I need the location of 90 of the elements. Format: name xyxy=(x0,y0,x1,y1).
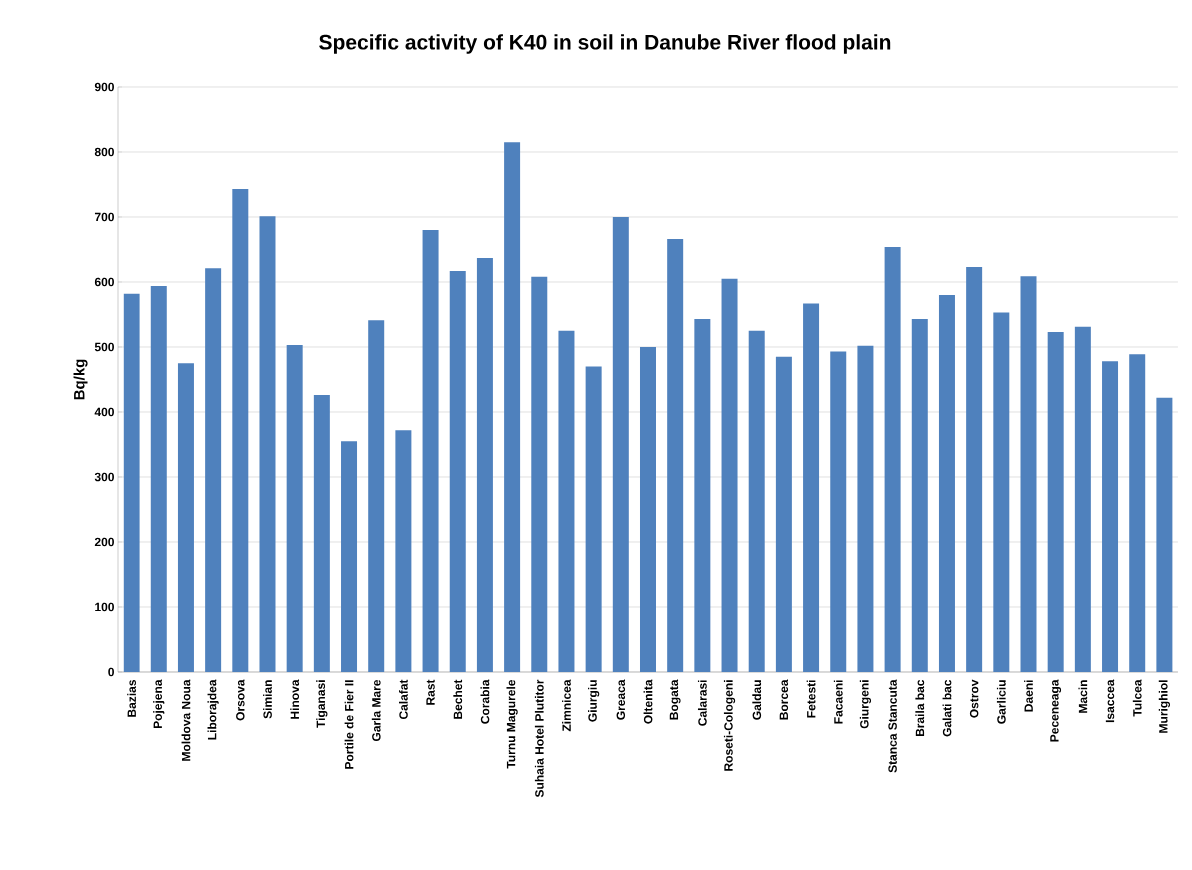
y-axis-title: Bq/kg xyxy=(73,359,88,400)
bar xyxy=(1020,276,1037,672)
chart-title: Specific activity of K40 in soil in Danube River flood plain xyxy=(319,34,891,54)
x-tick-label: Tiganasi xyxy=(316,680,328,728)
x-tick-label: Turnu Magurele xyxy=(506,679,518,769)
bar xyxy=(993,312,1010,672)
x-tick-label: Tulcea xyxy=(1132,679,1142,717)
y-tick-label: 600 xyxy=(94,277,114,287)
x-tick-label: Roseti-Cologeni xyxy=(723,680,736,771)
y-tick-label: 700 xyxy=(94,212,114,222)
x-tick-label: Fetesti xyxy=(806,680,816,718)
bar xyxy=(884,246,901,672)
bar xyxy=(232,189,249,672)
x-tick-label: Suhaia Hotel Plutitor xyxy=(534,679,544,798)
x-tick-label: Moldova Noua xyxy=(181,679,191,761)
bar xyxy=(205,268,222,672)
bar xyxy=(449,270,466,672)
bar xyxy=(1074,326,1091,672)
y-tick-label: 900 xyxy=(94,82,114,92)
x-tick-label: Calafat xyxy=(398,679,408,720)
bar xyxy=(259,216,276,672)
bar xyxy=(368,320,385,672)
bar xyxy=(830,351,847,672)
x-tick-label: Bechet xyxy=(453,679,463,719)
bar xyxy=(966,267,983,672)
bar xyxy=(667,239,684,672)
x-tick-label: Giurgeni xyxy=(859,680,872,729)
x-tick-label: Peceneaga xyxy=(1050,679,1062,742)
x-tick-label: Galdau xyxy=(752,680,762,720)
bar xyxy=(476,257,493,672)
bar xyxy=(1156,397,1173,672)
x-tick-label: Garla Mare xyxy=(371,679,381,742)
y-tick-label: 100 xyxy=(95,602,114,612)
bar xyxy=(803,303,820,672)
bar xyxy=(748,330,765,672)
bar xyxy=(639,346,656,672)
y-tick-label: 0 xyxy=(108,667,114,677)
x-tick-label: Isaccea xyxy=(1105,679,1115,723)
bar xyxy=(123,293,140,672)
bar xyxy=(531,276,548,672)
x-tick-label: Giurgiu xyxy=(588,680,600,722)
y-tick-label: 500 xyxy=(94,342,114,352)
bar xyxy=(150,285,167,672)
x-tick-label: Pojejena xyxy=(153,679,165,729)
x-tick-label: Corabia xyxy=(480,679,490,724)
x-tick-label: Facaeni xyxy=(833,680,843,724)
x-tick-label: Greaca xyxy=(616,679,626,720)
bar xyxy=(395,430,412,672)
x-tick-label: Murighiol xyxy=(1158,680,1171,733)
y-tick-label: 200 xyxy=(94,537,114,547)
x-tick-label: Daeni xyxy=(1024,680,1033,712)
y-tick-label: 800 xyxy=(94,147,114,157)
bar xyxy=(612,216,629,672)
x-tick-label: Oltenita xyxy=(643,679,653,724)
x-tick-label: Liborajdea xyxy=(207,679,219,740)
x-tick-label: Bogata xyxy=(669,679,681,720)
bar xyxy=(1047,332,1064,672)
bar xyxy=(911,319,928,672)
x-tick-label: Garliciu xyxy=(996,680,1006,724)
bar xyxy=(938,294,955,672)
x-tick-label: Zimnicea xyxy=(562,679,571,732)
bar xyxy=(286,345,303,672)
x-tick-label: Hinova xyxy=(290,679,300,719)
bar xyxy=(313,395,330,672)
bar xyxy=(1129,354,1146,672)
x-tick-label: Galati bac xyxy=(942,679,952,737)
bar xyxy=(177,363,194,672)
bar xyxy=(585,366,602,672)
bar xyxy=(422,229,439,672)
y-tick-label: 400 xyxy=(94,407,114,417)
bar xyxy=(1102,361,1119,672)
bar xyxy=(775,356,792,672)
x-tick-label: Stanca Stancuta xyxy=(888,679,897,773)
x-tick-label: Borcea xyxy=(779,679,789,720)
x-tick-label: Rast xyxy=(426,679,435,705)
x-tick-label: Calarasi xyxy=(697,680,707,726)
x-tick-label: Orsova xyxy=(236,679,245,721)
x-tick-label: Braila bac xyxy=(915,679,925,737)
x-tick-label: Ostrov xyxy=(969,679,979,718)
y-tick-label: 300 xyxy=(94,472,114,482)
bar xyxy=(558,330,575,672)
bar xyxy=(504,142,521,672)
bar xyxy=(341,441,358,672)
x-tick-label: Portile de Fier II xyxy=(344,680,354,769)
bar xyxy=(694,319,711,672)
bar xyxy=(721,278,738,672)
x-tick-label: Macin xyxy=(1078,680,1088,713)
bar xyxy=(857,345,874,672)
x-tick-label: Simian xyxy=(263,680,272,719)
x-tick-label: Bazias xyxy=(127,680,136,717)
